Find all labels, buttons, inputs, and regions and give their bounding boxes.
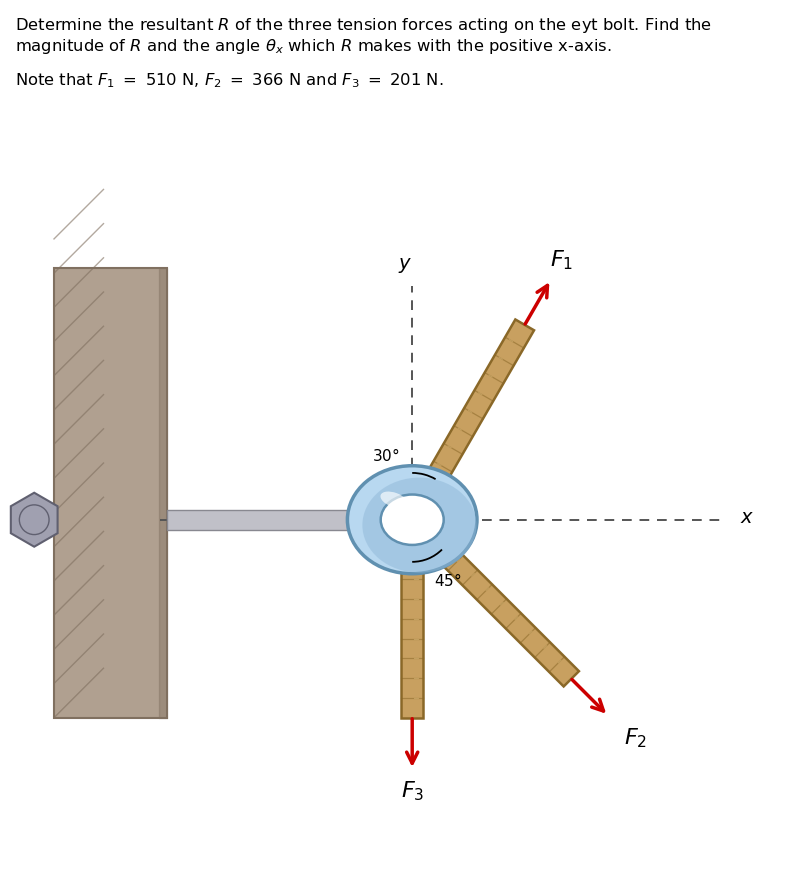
Text: $45°$: $45°$ bbox=[434, 572, 462, 589]
Ellipse shape bbox=[362, 478, 476, 573]
Text: $F_1$: $F_1$ bbox=[550, 248, 573, 272]
Ellipse shape bbox=[347, 465, 477, 574]
Text: magnitude of $\mathit{R}$ and the angle $\theta_x$ which $\mathit{R}$ makes with: magnitude of $\mathit{R}$ and the angle … bbox=[15, 37, 611, 56]
Text: $F_2$: $F_2$ bbox=[624, 726, 646, 750]
Polygon shape bbox=[167, 510, 363, 529]
Polygon shape bbox=[404, 512, 579, 686]
Ellipse shape bbox=[381, 492, 408, 508]
Text: $30°$: $30°$ bbox=[372, 448, 399, 464]
Ellipse shape bbox=[381, 495, 444, 545]
Polygon shape bbox=[403, 320, 534, 525]
Text: Determine the resultant $\mathit{R}$ of the three tension forces acting on the e: Determine the resultant $\mathit{R}$ of … bbox=[15, 16, 712, 35]
Text: $F_3$: $F_3$ bbox=[401, 780, 424, 804]
Text: $x$: $x$ bbox=[740, 509, 754, 527]
Text: Note that $\mathit{F}_1$ $=$ 510 N, $\mathit{F}_2$ $=$ 366 N and $\mathit{F}_3$ : Note that $\mathit{F}_1$ $=$ 510 N, $\ma… bbox=[15, 71, 443, 90]
Polygon shape bbox=[402, 519, 423, 718]
Polygon shape bbox=[54, 267, 167, 718]
Polygon shape bbox=[11, 493, 58, 547]
Text: $y$: $y$ bbox=[398, 257, 412, 275]
